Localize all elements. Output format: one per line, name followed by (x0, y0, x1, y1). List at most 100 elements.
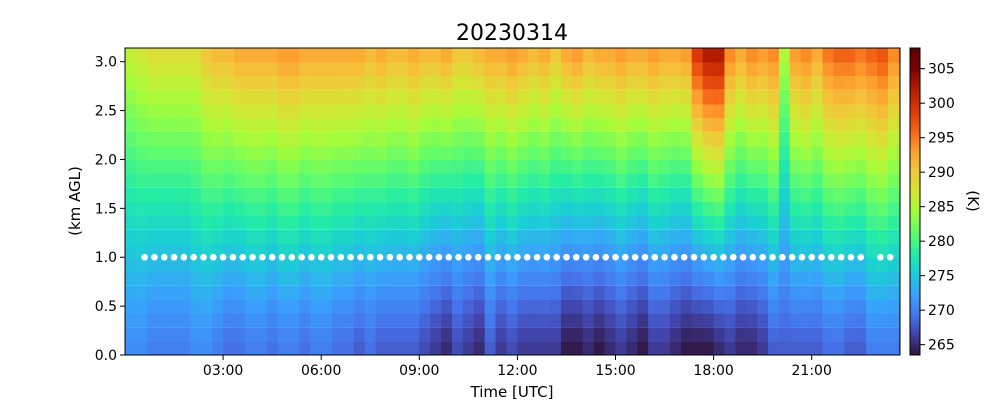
heatmap-cell (539, 117, 551, 132)
heatmap-cell (877, 243, 889, 258)
heatmap-cell (386, 159, 399, 174)
heatmap-cell (735, 131, 747, 147)
heatmap-cell (768, 159, 780, 174)
heatmap-cell (310, 243, 322, 258)
heatmap-cell (517, 103, 529, 119)
heatmap-cell (539, 312, 551, 328)
heatmap-cell (430, 299, 442, 314)
heatmap-cell (724, 201, 736, 216)
heatmap-cell (898, 89, 900, 105)
heatmap-cell (964, 173, 976, 188)
heatmap-cell (375, 117, 388, 132)
heatmap-cell (190, 89, 202, 105)
heatmap-cell (975, 104, 987, 119)
heatmap-cell (135, 159, 148, 174)
heatmap-cell (964, 327, 976, 342)
heatmap-cell (451, 145, 464, 161)
heatmap-cell (789, 145, 802, 161)
heatmap-cell (168, 270, 181, 286)
heatmap-cell (833, 103, 845, 119)
heatmap-cell (441, 117, 453, 132)
heatmap-cell (735, 103, 747, 119)
heatmap-cell (473, 270, 486, 286)
heatmap-cell (877, 285, 889, 301)
heatmap-cell (125, 103, 137, 119)
heatmap-cell (408, 229, 420, 245)
heatmap-cell (855, 243, 867, 258)
heatmap-cell (495, 145, 508, 161)
heatmap-cell (768, 145, 780, 161)
colorbar-tick-label: 290 (928, 165, 955, 181)
heatmap-cell (669, 201, 682, 216)
heatmap-cell (528, 173, 540, 188)
heatmap-cell (615, 312, 627, 328)
heatmap-cell (353, 229, 366, 245)
heatmap-cell (811, 61, 824, 77)
heatmap-cell (822, 201, 835, 216)
heatmap-cell (135, 187, 148, 203)
heatmap-cell (593, 48, 606, 63)
heatmap-cell (986, 327, 998, 342)
heatmap-cell (757, 75, 769, 90)
heatmap-cell (462, 187, 475, 203)
heatmap-cell (375, 61, 388, 77)
heatmap-cell (212, 117, 224, 132)
heatmap-cell (539, 75, 551, 90)
heatmap-cell (724, 215, 736, 230)
heatmap-cell (244, 131, 257, 147)
heatmap-cell (680, 229, 693, 245)
heatmap-cell (288, 215, 300, 230)
heatmap-cell (386, 299, 399, 314)
heatmap-cell (659, 299, 671, 314)
heatmap-cell (484, 103, 497, 119)
heatmap-cell (223, 173, 235, 188)
heatmap-cell (517, 341, 529, 355)
heatmap-cell (310, 159, 322, 174)
heatmap-cell (342, 131, 355, 147)
heatmap-cell (724, 187, 736, 203)
heatmap-cell (364, 243, 377, 258)
heatmap-cell (778, 117, 791, 132)
heatmap-cell (310, 48, 322, 63)
heatmap-cell (877, 229, 889, 245)
heatmap-cell (593, 312, 606, 328)
heatmap-cell (615, 103, 627, 119)
heatmap-cell (528, 270, 540, 286)
heatmap-cell (757, 312, 769, 328)
heatmap-cell (517, 48, 529, 63)
heatmap-cell (473, 187, 486, 203)
heatmap-cell (244, 201, 257, 216)
heatmap-cell (495, 61, 508, 77)
heatmap-cell (604, 341, 617, 355)
heatmap-cell (277, 243, 290, 258)
heatmap-cell (332, 75, 344, 90)
heatmap-cell (833, 285, 845, 301)
reference-dot (769, 253, 776, 261)
heatmap-cell (735, 159, 747, 174)
heatmap-cell (201, 299, 213, 314)
heatmap-cell (506, 48, 518, 63)
heatmap-cell (244, 243, 257, 258)
heatmap-cell (637, 299, 649, 314)
heatmap-cell (822, 270, 835, 286)
heatmap-cell (986, 48, 998, 63)
heatmap-cell (746, 187, 758, 203)
heatmap-cell (855, 312, 867, 328)
heatmap-cell (462, 229, 475, 245)
heatmap-cell (179, 327, 191, 343)
heatmap-cell (713, 103, 726, 119)
heatmap-cell (822, 159, 835, 174)
heatmap-cell (397, 341, 409, 355)
heatmap-cell (462, 215, 475, 230)
heatmap-cell (277, 48, 290, 63)
heatmap-cell (680, 327, 693, 343)
heatmap-cell (757, 187, 769, 203)
heatmap-cell (364, 131, 377, 147)
heatmap-cell (321, 61, 333, 77)
heatmap-cell (179, 201, 191, 216)
heatmap-cell (691, 145, 704, 161)
heatmap-cell (266, 173, 279, 188)
heatmap-cell (975, 48, 987, 63)
heatmap-cell (386, 201, 399, 216)
heatmap-cell (484, 327, 497, 343)
